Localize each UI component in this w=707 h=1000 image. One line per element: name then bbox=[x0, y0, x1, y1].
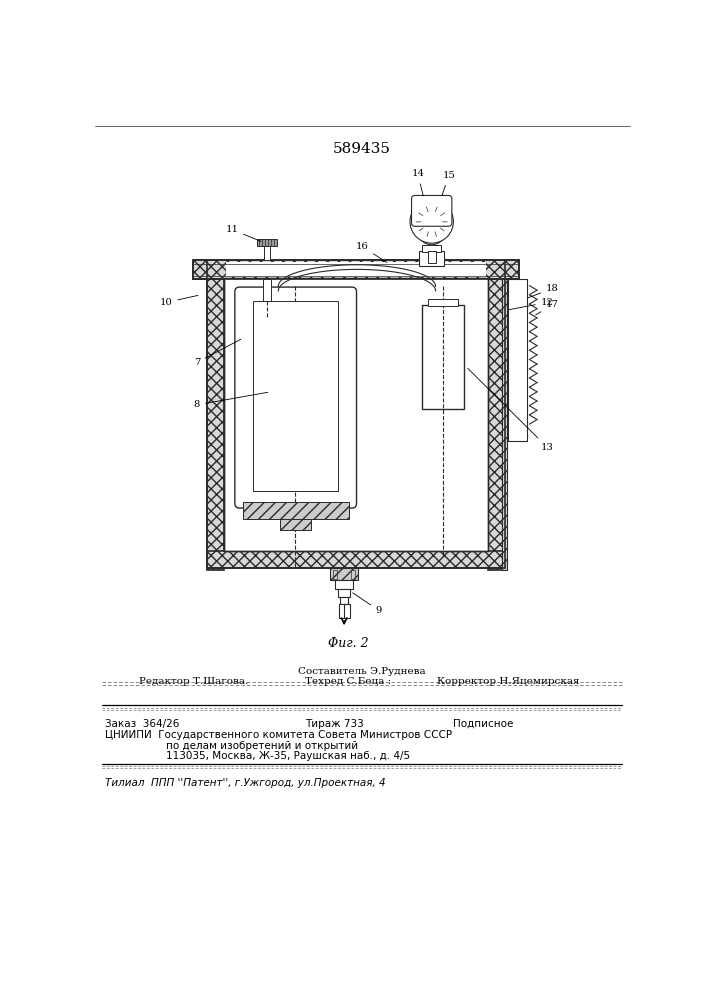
Bar bbox=[333, 570, 337, 579]
Bar bbox=[207, 279, 224, 570]
Bar bbox=[226, 262, 486, 277]
Text: Составитель Э.Руднева: Составитель Э.Руднева bbox=[298, 667, 426, 676]
Bar bbox=[508, 279, 527, 441]
Bar bbox=[207, 551, 505, 568]
Bar bbox=[193, 260, 518, 279]
Bar bbox=[488, 279, 505, 570]
Text: Заказ  364/26: Заказ 364/26 bbox=[105, 719, 180, 729]
Bar bbox=[338, 589, 351, 597]
Text: Подписное: Подписное bbox=[452, 719, 513, 729]
Bar bbox=[428, 299, 458, 306]
Bar bbox=[263, 279, 271, 301]
Bar bbox=[419, 251, 444, 266]
Text: по делам изобретений и открытий: по делам изобретений и открытий bbox=[166, 741, 358, 751]
Text: 10: 10 bbox=[160, 295, 198, 307]
Bar bbox=[339, 604, 349, 618]
Text: Тираж 733: Тираж 733 bbox=[305, 719, 364, 729]
Text: Φиг. 2: Φиг. 2 bbox=[327, 637, 368, 650]
Bar bbox=[351, 570, 355, 579]
Text: Редактор Т.Шагова.: Редактор Т.Шагова. bbox=[139, 677, 248, 686]
Text: Τилиал  ППП ''Патент'', г.Ужгород, ул.Проектная, 4: Τилиал ППП ''Патент'', г.Ужгород, ул.Про… bbox=[105, 778, 386, 788]
Text: 7: 7 bbox=[194, 339, 241, 367]
Text: 12: 12 bbox=[509, 298, 554, 310]
Text: 14: 14 bbox=[411, 169, 424, 196]
Text: 18: 18 bbox=[528, 284, 559, 298]
Text: Корректор Н.Яцемирская: Корректор Н.Яцемирская bbox=[437, 677, 580, 686]
Bar bbox=[192, 259, 520, 614]
Bar bbox=[340, 597, 348, 604]
Bar bbox=[280, 519, 311, 530]
Bar bbox=[421, 305, 464, 409]
Text: 8: 8 bbox=[194, 392, 268, 409]
Text: 13: 13 bbox=[468, 368, 554, 452]
Text: Техред С.Беца :: Техред С.Беца : bbox=[305, 677, 392, 686]
Circle shape bbox=[418, 217, 445, 245]
Bar bbox=[264, 246, 270, 260]
Circle shape bbox=[410, 200, 453, 243]
Text: 589435: 589435 bbox=[333, 142, 391, 156]
Text: 16: 16 bbox=[356, 242, 387, 262]
Text: 11: 11 bbox=[226, 225, 261, 241]
Bar bbox=[422, 245, 441, 252]
Text: 9: 9 bbox=[353, 593, 382, 615]
Bar bbox=[243, 502, 349, 519]
Bar bbox=[428, 251, 436, 263]
Text: ЦНИИПИ  Государственного комитета Совета Министров СССР: ЦНИИПИ Государственного комитета Совета … bbox=[105, 730, 452, 740]
Bar bbox=[224, 278, 488, 551]
Circle shape bbox=[414, 209, 449, 242]
Bar bbox=[330, 568, 358, 580]
FancyBboxPatch shape bbox=[235, 287, 356, 508]
Bar bbox=[253, 301, 338, 491]
Bar bbox=[502, 279, 507, 570]
Bar bbox=[335, 580, 354, 589]
Text: 15: 15 bbox=[442, 171, 455, 196]
FancyBboxPatch shape bbox=[411, 195, 452, 226]
Text: 17: 17 bbox=[536, 300, 559, 315]
Bar bbox=[257, 239, 276, 246]
Text: 113035, Москва, Ж-35, Раушская наб., д. 4/5: 113035, Москва, Ж-35, Раушская наб., д. … bbox=[166, 751, 410, 761]
